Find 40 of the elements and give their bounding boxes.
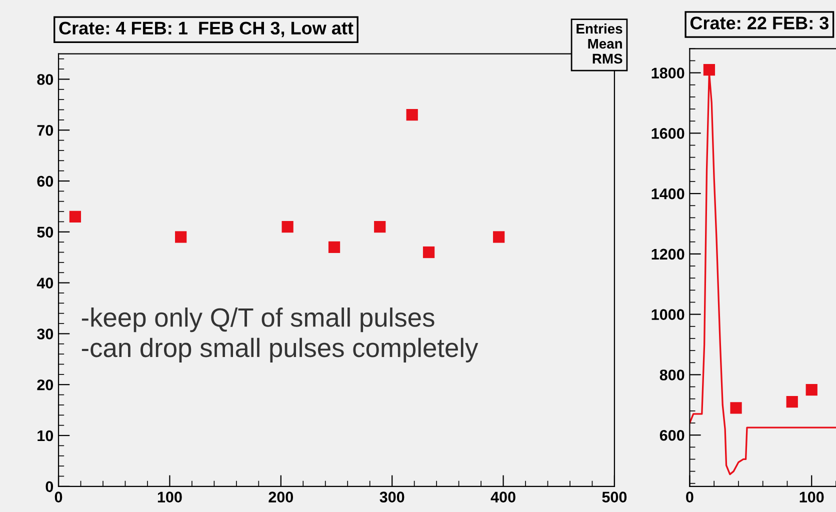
- point: [328, 241, 340, 253]
- y-tick-label: 60: [37, 176, 54, 187]
- y-tick-label: 1200: [652, 248, 684, 260]
- y-tick-label: 10: [38, 430, 54, 442]
- y-tick-label: 30: [37, 328, 54, 340]
- y-tick-label: 1000: [652, 309, 684, 320]
- x-tick-label: 100: [800, 492, 824, 502]
- x-tick-label: 0: [686, 492, 694, 502]
- x-tick-label: 100: [158, 492, 182, 502]
- point: [374, 221, 386, 233]
- point: [703, 64, 716, 76]
- x-tick-label: 300: [380, 492, 404, 503]
- point: [422, 246, 435, 258]
- point: [175, 231, 187, 243]
- y-tick-label: 1800: [652, 68, 684, 78]
- y-tick-label: 1600: [652, 128, 684, 139]
- point: [786, 396, 798, 408]
- y-tick-label: 0: [46, 481, 54, 492]
- x-tick-label: 400: [490, 492, 516, 502]
- point: [806, 384, 818, 396]
- point: [282, 221, 294, 233]
- y-tick-label: 70: [37, 124, 54, 136]
- chart-title: Crate: 22 FEB: 3: [690, 16, 829, 30]
- point: [406, 109, 418, 121]
- point: [493, 231, 505, 243]
- y-tick-label: 20: [37, 379, 54, 390]
- point: [730, 402, 742, 414]
- y-tick-label: 1400: [652, 188, 684, 200]
- x-tick-label: 0: [54, 492, 62, 502]
- chart-title: Crate: 4 FEB: 1 FEB CH 3, Low att: [59, 22, 354, 38]
- point: [69, 210, 82, 222]
- y-tick-label: 40: [36, 278, 54, 288]
- y-tick-label: 600: [660, 430, 684, 441]
- y-tick-label: 80: [37, 74, 54, 85]
- annotation: Entries Mean RMS: [576, 23, 622, 64]
- annotation: -keep only Q/T of small pulses -can drop small pulses completely: [82, 308, 478, 362]
- x-tick-label: 200: [268, 492, 294, 502]
- x-tick-label: 500: [602, 492, 627, 502]
- y-tick-label: 800: [660, 370, 684, 380]
- y-tick-label: 50: [37, 226, 54, 238]
